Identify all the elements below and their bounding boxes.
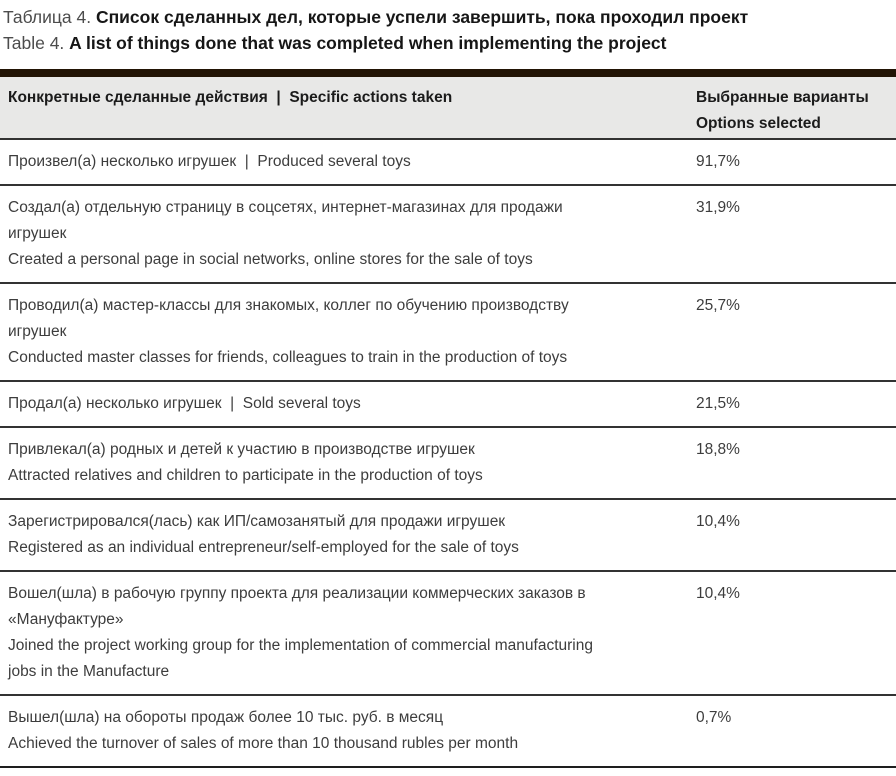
table-row: Создал(а) отдельную страницу в соцсетях,… — [0, 184, 896, 282]
caption-text-ru: Список сделанных дел, которые успели зав… — [95, 7, 749, 27]
row-text-line: Привлекал(а) родных и детей к участию в … — [8, 441, 475, 458]
row-text-line: Achieved the turnover of sales of more t… — [8, 735, 519, 752]
row-text-line: Произвел(а) несколько игрушек | Produced… — [8, 153, 411, 170]
header-actions-column: Конкретные сделанные действия | Specific… — [8, 85, 696, 137]
row-text-line: Проводил(а) мастер-классы для знакомых, … — [8, 297, 569, 314]
row-value: 91,7% — [696, 153, 740, 170]
table-row: Вышел(шла) на обороты продаж более 10 ты… — [0, 694, 896, 766]
table-header-row: Конкретные сделанные действия | Specific… — [0, 77, 896, 138]
row-value: 10,4% — [696, 513, 740, 530]
header-options-column: Выбранные варианты Options selected — [696, 85, 896, 137]
row-lines: Вышел(шла) на обороты продаж более 10 ты… — [8, 705, 696, 757]
header-actions-label: Конкретные сделанные действия | Specific… — [8, 89, 453, 106]
table-row: Произвел(а) несколько игрушек | Produced… — [0, 138, 896, 184]
row-value: 21,5% — [696, 395, 740, 412]
table-row: Продал(а) несколько игрушек | Sold sever… — [0, 380, 896, 426]
header-options-label-en: Options selected — [696, 115, 821, 132]
table-caption: Таблица 4. Список сделанных дел, которые… — [0, 0, 896, 56]
table-row: Проводил(а) мастер-классы для знакомых, … — [0, 282, 896, 380]
caption-line-en: Table 4. A list of things done that was … — [3, 30, 886, 56]
table-row: Привлекал(а) родных и детей к участию в … — [0, 426, 896, 498]
row-lines: Продал(а) несколько игрушек | Sold sever… — [8, 391, 696, 417]
row-text-line: Вошел(шла) в рабочую группу проекта для … — [8, 585, 586, 602]
caption-label-ru: Таблица 4. — [3, 7, 92, 27]
row-lines: Вошел(шла) в рабочую группу проекта для … — [8, 581, 696, 685]
row-text-line: Joined the project working group for the… — [8, 637, 593, 654]
row-lines: Произвел(а) несколько игрушек | Produced… — [8, 149, 696, 175]
row-text-line: Вышел(шла) на обороты продаж более 10 ты… — [8, 709, 444, 726]
table-row: Вошел(шла) в рабочую группу проекта для … — [0, 570, 896, 694]
row-text-line: «Мануфактуре» — [8, 611, 124, 628]
row-lines: Проводил(а) мастер-классы для знакомых, … — [8, 293, 696, 371]
row-text-line: Conducted master classes for friends, co… — [8, 349, 568, 366]
row-text-line: игрушек — [8, 225, 67, 242]
row-text-line: Created a personal page in social networ… — [8, 251, 533, 268]
results-table: Конкретные сделанные действия | Specific… — [0, 69, 896, 768]
row-lines: Создал(а) отдельную страницу в соцсетях,… — [8, 195, 696, 273]
row-value: 18,8% — [696, 441, 740, 458]
row-lines: Зарегистрировался(лась) как ИП/самозанят… — [8, 509, 696, 561]
row-lines: Привлекал(а) родных и детей к участию в … — [8, 437, 696, 489]
header-options-label-ru: Выбранные варианты — [696, 89, 869, 106]
row-text-line: jobs in the Manufacture — [8, 663, 170, 680]
row-text-line: игрушек — [8, 323, 67, 340]
caption-text-en: A list of things done that was completed… — [69, 33, 667, 53]
row-text-line: Registered as an individual entrepreneur… — [8, 539, 519, 556]
row-text-line: Создал(а) отдельную страницу в соцсетях,… — [8, 199, 563, 216]
row-value: 0,7% — [696, 709, 732, 726]
row-text-line: Продал(а) несколько игрушек | Sold sever… — [8, 395, 361, 412]
row-text-line: Attracted relatives and children to part… — [8, 467, 483, 484]
caption-line-ru: Таблица 4. Список сделанных дел, которые… — [3, 4, 886, 30]
table-body: Произвел(а) несколько игрушек | Produced… — [0, 138, 896, 766]
row-value: 31,9% — [696, 199, 740, 216]
row-value: 25,7% — [696, 297, 740, 314]
table-row: Зарегистрировался(лась) как ИП/самозанят… — [0, 498, 896, 570]
row-value: 10,4% — [696, 585, 740, 602]
row-text-line: Зарегистрировался(лась) как ИП/самозанят… — [8, 513, 506, 530]
caption-label-en: Table 4. — [3, 33, 65, 53]
